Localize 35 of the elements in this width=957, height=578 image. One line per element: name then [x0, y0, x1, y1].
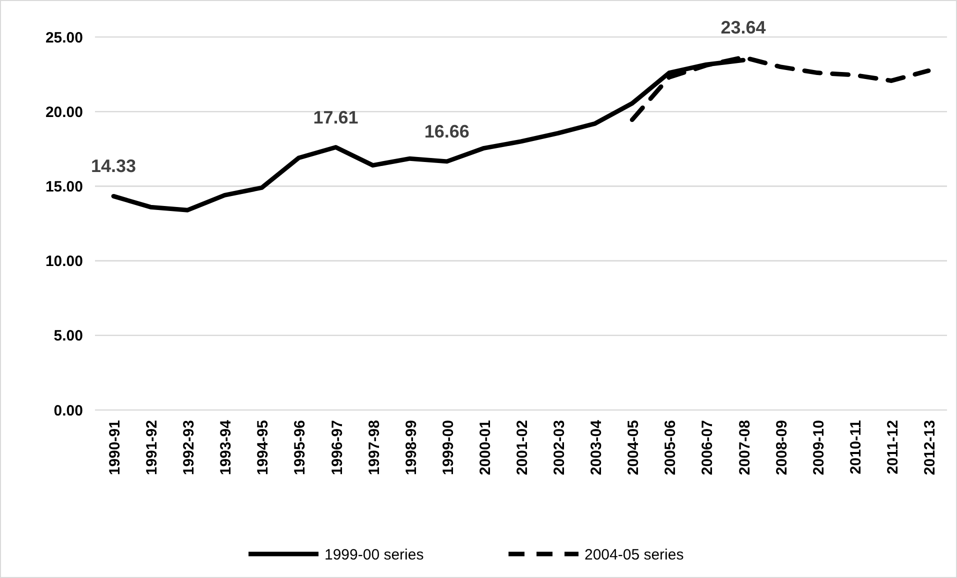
x-tick-label: 2001-02 — [514, 420, 531, 476]
x-tick-label: 2012-13 — [921, 420, 938, 476]
y-tick-label: 15.00 — [45, 178, 83, 196]
x-tick-label: 2011-12 — [884, 420, 902, 474]
y-tick-label: 20.00 — [45, 104, 83, 121]
data-label: 17.61 — [313, 107, 358, 128]
y-tick-label: 0.00 — [54, 402, 83, 420]
x-tick-label: 2000-01 — [476, 420, 494, 476]
x-tick-label: 2009-10 — [810, 420, 828, 476]
x-tick-label: 1995-96 — [292, 420, 309, 476]
x-tick-label: 1991-92 — [144, 420, 161, 476]
y-tick-label: 10.00 — [45, 253, 83, 270]
x-tick-label: 2006-07 — [699, 420, 716, 476]
x-tick-label: 2007-08 — [736, 420, 754, 476]
x-tick-label: 2004-05 — [625, 420, 642, 476]
x-tick-label: 2003-04 — [588, 419, 606, 476]
data-label: 14.33 — [91, 156, 136, 176]
legend-label: 1999-00 series — [324, 546, 424, 564]
data-label: 16.66 — [424, 121, 470, 142]
x-tick-label: 1994-95 — [254, 420, 272, 476]
y-tick-label: 25.00 — [45, 29, 83, 46]
x-tick-label: 1997-98 — [366, 420, 383, 476]
x-tick-label: 1996-97 — [328, 420, 346, 476]
y-tick-label: 5.00 — [54, 328, 83, 345]
x-tick-label: 1993-94 — [218, 419, 235, 476]
x-tick-label: 1992-93 — [180, 420, 198, 476]
x-tick-label: 1999-00 — [440, 420, 457, 476]
x-tick-label: 2002-03 — [551, 420, 568, 476]
legend-label: 2004-05 series — [584, 546, 684, 564]
data-label: 23.64 — [720, 17, 766, 38]
x-tick-label: 1990-91 — [106, 420, 124, 476]
x-tick-label: 1998-99 — [402, 420, 420, 476]
x-tick-label: 2010-11 — [847, 420, 864, 474]
x-tick-label: 2008-09 — [773, 420, 790, 476]
x-tick-label: 2005-06 — [662, 420, 680, 476]
